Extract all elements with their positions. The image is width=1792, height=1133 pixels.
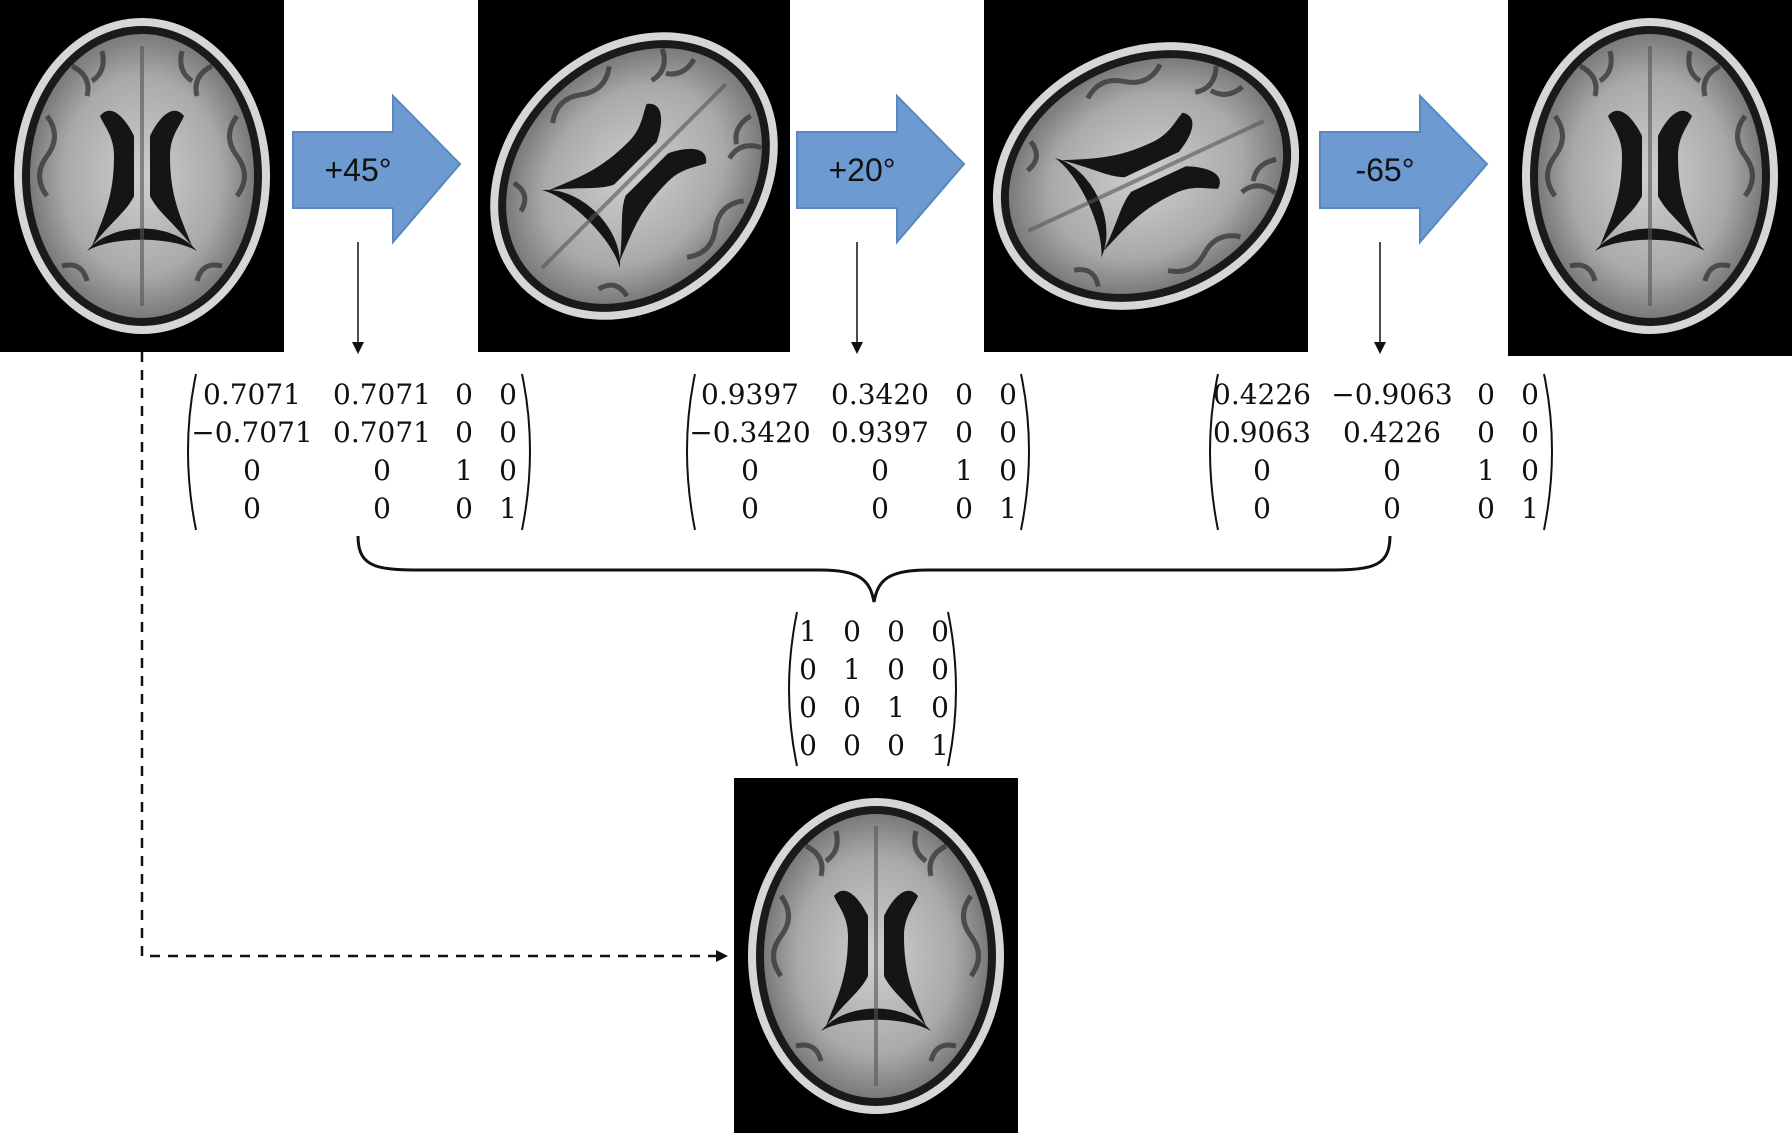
matrix-cell: 1	[1521, 492, 1539, 525]
matrix-cell: 0	[1383, 492, 1401, 525]
matrix-cell: 0	[499, 454, 517, 487]
matrix-cell: 0	[887, 653, 905, 686]
composition-brace	[356, 535, 1392, 603]
matrix-cell: 0	[931, 615, 949, 648]
matrix-cell: 0.7071	[333, 416, 431, 449]
dashed-connector-arrow	[140, 352, 728, 962]
rotation-arrow-3: -65°	[1319, 93, 1489, 245]
rotation-matrix-20: 0.9397 0.3420 0 0−0.3420 0.9397 0 00 0 1 00 0 0 1	[689, 378, 1017, 525]
matrix-cell: 0	[955, 492, 973, 525]
matrix-cell: 0	[243, 492, 261, 525]
rotation-label: +45°	[324, 152, 391, 188]
matrix-cell: −0.3420	[689, 416, 810, 449]
matrix-cell: 0	[799, 729, 817, 762]
matrix-cell: 0	[741, 492, 759, 525]
matrix-brackets	[187, 373, 1553, 767]
matrix-cell: 0	[999, 416, 1017, 449]
matrix-cell: 1	[799, 615, 817, 648]
matrix-cell: 0.7071	[333, 378, 431, 411]
matrix-cell: 0	[1383, 454, 1401, 487]
matrix-cell: 0	[499, 378, 517, 411]
matrix-cell: 0	[799, 691, 817, 724]
matrix-cell: 1	[955, 454, 973, 487]
matrix-cell: 0.7071	[203, 378, 301, 411]
matrix-cell: −0.9063	[1331, 378, 1452, 411]
rotation-matrix-neg65: 0.4226 −0.9063 0 00.9063 0.4226 0 00 0 1 00 0 0 1	[1213, 378, 1539, 525]
matrix-cell: 0	[455, 492, 473, 525]
matrix-cell: 0	[373, 492, 391, 525]
rotation-label: -65°	[1355, 152, 1414, 188]
matrix-cell: 0	[1477, 416, 1495, 449]
matrix-cell: 1	[887, 691, 905, 724]
rotated-65-scan	[984, 0, 1308, 352]
matrix-cell: 0	[243, 454, 261, 487]
rotation-label: +20°	[828, 152, 895, 188]
matrix-cell: 0	[887, 729, 905, 762]
matrix-cell: 0	[887, 615, 905, 648]
matrix-cell: 0.4226	[1343, 416, 1441, 449]
matrix-cell: 0	[1477, 492, 1495, 525]
matrix-cell: 0	[799, 653, 817, 686]
matrix-cell: 0.9063	[1213, 416, 1311, 449]
matrix-cell: 0	[999, 378, 1017, 411]
matrix-cell: 0	[871, 492, 889, 525]
matrix-cell: 1	[455, 454, 473, 487]
matrix-cell: 0	[1253, 492, 1271, 525]
matrix-cell: 1	[499, 492, 517, 525]
matrix-cell: 0	[843, 615, 861, 648]
matrix-cell: 0	[1521, 416, 1539, 449]
matrix-cell: 1	[1477, 454, 1495, 487]
rotated-45-scan	[478, 0, 790, 352]
matrix-cell: 0	[931, 691, 949, 724]
matrix-cell: 0	[741, 454, 759, 487]
matrix-cell: 0	[1521, 378, 1539, 411]
matrix-cell: 0	[373, 454, 391, 487]
matrix-cell: 0.4226	[1213, 378, 1311, 411]
rotation-arrow-2: +20°	[796, 93, 966, 245]
rotated-0-scan	[1508, 0, 1792, 356]
matrix-cell: 0.9397	[831, 416, 929, 449]
matrix-cell: 0	[455, 378, 473, 411]
matrix-cell: 0	[843, 729, 861, 762]
matrix-cell: 0	[499, 416, 517, 449]
matrix-cell: 0	[955, 378, 973, 411]
matrix-cell: 1	[843, 653, 861, 686]
matrix-cell: 0	[871, 454, 889, 487]
matrix-cell: −0.7071	[191, 416, 312, 449]
matrix-cell: 0.3420	[831, 378, 929, 411]
result-scan	[734, 778, 1018, 1133]
matrix-cell: 0	[1253, 454, 1271, 487]
matrix-cell: 0	[1521, 454, 1539, 487]
matrix-cell: 0	[955, 416, 973, 449]
matrix-cell: 0.9397	[701, 378, 799, 411]
matrix-cell: 0	[1477, 378, 1495, 411]
rotation-matrix-45: 0.7071 0.7071 0 0−0.7071 0.7071 0 00 0 1 00 0 0 1	[191, 378, 517, 525]
rotation-arrow-1: +45°	[292, 93, 462, 245]
composite-identity-matrix: 1 0 0 00 1 0 00 0 1 00 0 0 1	[799, 615, 949, 762]
matrix-cell: 0	[843, 691, 861, 724]
matrix-cell: 0	[999, 454, 1017, 487]
matrix-cell: 0	[455, 416, 473, 449]
original-scan	[0, 0, 284, 352]
matrix-cell: 1	[931, 729, 949, 762]
matrix-cell: 0	[931, 653, 949, 686]
matrix-cell: 1	[999, 492, 1017, 525]
